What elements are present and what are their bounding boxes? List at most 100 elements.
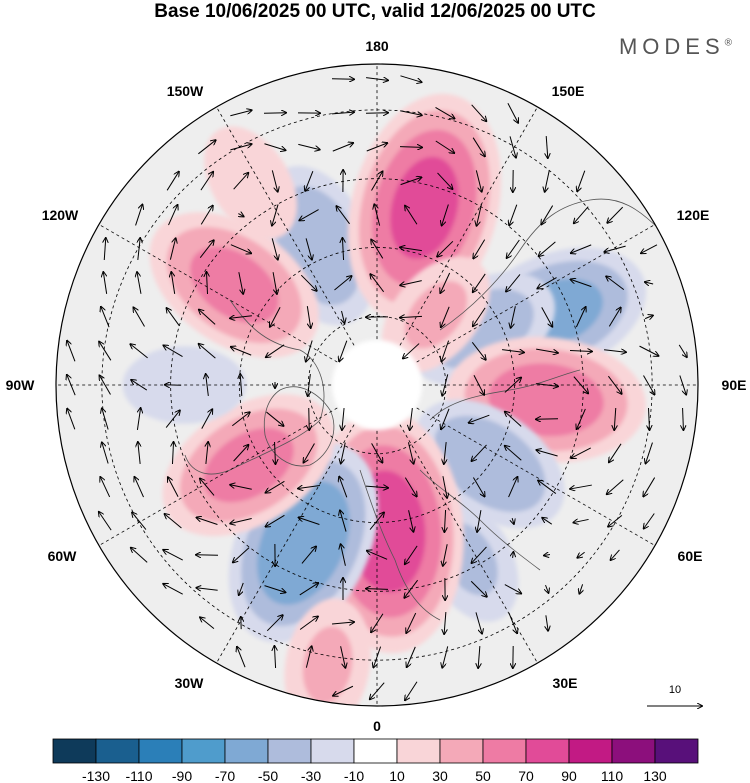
wind-arrow (370, 682, 385, 700)
map-title: Base 10/06/2025 00 UTC, valid 12/06/2025… (154, 1, 596, 22)
wind-arrow (332, 143, 353, 152)
wind-arrow (67, 375, 76, 396)
wind-arrow (133, 307, 145, 327)
colorbar-label: -70 (215, 768, 235, 783)
wind-arrow (477, 204, 482, 225)
wind-arrow (577, 551, 585, 558)
wind-arrow (274, 646, 275, 669)
anomaly-center (162, 394, 335, 537)
wind-arrow (611, 549, 620, 560)
wind-arrow (233, 547, 250, 563)
colorbar-swatch (353, 738, 398, 764)
wind-arrow (473, 273, 486, 292)
wind-arrow (264, 585, 286, 593)
wind-arrow (472, 546, 487, 563)
wind-arrow (403, 343, 420, 359)
anomaly-center (204, 126, 298, 240)
wind-arrow (441, 306, 450, 327)
lon-label-60e: 60E (678, 548, 703, 564)
colorbar-label: -110 (126, 768, 153, 783)
wind-arrow (200, 479, 215, 496)
greenland-coast (263, 386, 335, 467)
wind-arrow (197, 518, 218, 525)
wind-arrow (606, 276, 625, 291)
wind-arrow (442, 204, 449, 226)
wind-arrow (400, 110, 422, 116)
wind-arrow (545, 170, 550, 192)
wind-arrow (270, 307, 281, 326)
wind-arrow (171, 272, 176, 294)
wind-arrow (410, 408, 413, 430)
wind-arrow (103, 272, 108, 294)
wind-arrow (539, 241, 556, 256)
wind-arrow (230, 244, 251, 254)
wind-arrow (442, 374, 449, 395)
wind-arrow (340, 510, 347, 532)
wind-arrow (371, 171, 382, 191)
wind-arrow (308, 374, 311, 396)
wind-arrow (341, 442, 346, 464)
wind-arrow (374, 204, 381, 226)
wind-arrow (404, 477, 416, 497)
wind-arrow (99, 512, 112, 531)
anomaly-band (204, 126, 298, 240)
colorbar-swatch (138, 738, 183, 764)
wind-arrow (336, 206, 350, 225)
wind-arrow (230, 485, 252, 490)
north-america-coast (184, 299, 325, 475)
wind-arrow (298, 143, 319, 149)
colorbar-swatch (95, 738, 140, 764)
wind-arrow (341, 544, 346, 566)
wind-arrow (371, 240, 384, 259)
lon-label-90e: 90E (722, 377, 747, 393)
wind-arrow (443, 544, 448, 566)
wind-arrow (513, 552, 514, 559)
lon-label-30e: 30E (553, 675, 578, 691)
anomaly-band (190, 247, 279, 324)
wind-arrow (275, 441, 276, 464)
wind-arrow (169, 238, 175, 260)
wind-arrow (435, 140, 454, 153)
wind-arrow (163, 550, 183, 561)
wind-arrow (366, 143, 388, 152)
wind-arrow (130, 344, 148, 359)
wind-arrow (536, 384, 558, 387)
colorbar-label: -90 (172, 768, 192, 783)
vector-reference-label: 10 (669, 684, 681, 696)
wind-arrow (607, 479, 624, 494)
wind-arrow (206, 442, 208, 464)
wind-arrow (366, 78, 388, 81)
wind-arrow (301, 547, 316, 564)
wind-arrow (230, 316, 252, 319)
wind-arrow (475, 170, 481, 191)
wind-arrow (231, 412, 249, 427)
eurasia-coast (419, 369, 581, 571)
wind-arrow (134, 477, 144, 498)
wind-arrow (472, 137, 485, 157)
wind-arrow (608, 308, 620, 327)
meridian-line (216, 424, 355, 664)
colorbar-label: -10 (344, 768, 364, 783)
wind-arrow (198, 140, 215, 155)
wind-arrow (138, 238, 140, 260)
wind-arrow (644, 315, 653, 318)
wind-arrow (509, 136, 516, 157)
wind-arrow (342, 408, 344, 430)
meridian-line (98, 407, 338, 546)
wind-arrow (608, 375, 621, 394)
wind-arrow (233, 173, 249, 190)
wind-arrow (334, 276, 351, 291)
wind-arrow (266, 480, 285, 492)
wind-arrow (370, 274, 385, 293)
colorbar-swatch (654, 738, 699, 764)
wind-arrow (404, 579, 419, 598)
wind-arrow (609, 443, 622, 462)
wind-arrow (367, 551, 388, 560)
lon-label-0: 0 (373, 718, 381, 734)
wind-arrow (342, 310, 345, 323)
wind-arrow (101, 307, 110, 328)
wind-arrow (641, 244, 658, 253)
wind-arrow (577, 170, 586, 192)
wind-arrow (541, 307, 553, 326)
